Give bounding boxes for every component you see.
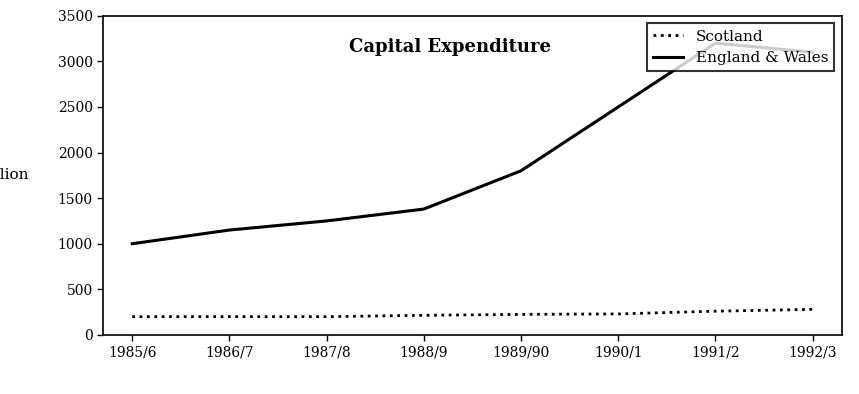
Y-axis label: £ million: £ million (0, 168, 29, 182)
Legend: Scotland, England & Wales: Scotland, England & Wales (647, 23, 834, 71)
Text: Capital Expenditure: Capital Expenditure (350, 38, 551, 56)
